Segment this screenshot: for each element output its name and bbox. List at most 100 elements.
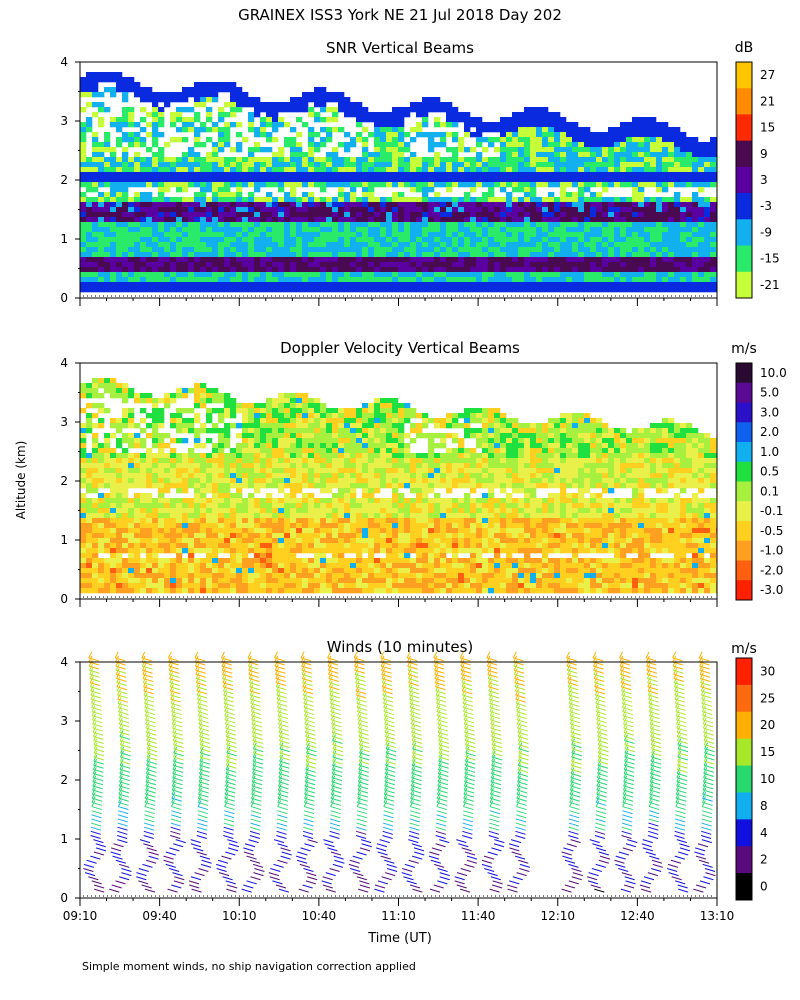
snr-cell [548,242,555,248]
snr-cell [248,117,255,123]
doppler-cell [254,418,261,424]
snr-cell [368,152,375,158]
snr-cell [134,277,141,283]
snr-cell [170,137,177,143]
doppler-cell [176,568,183,574]
doppler-cell [98,378,105,384]
snr-cell [620,147,627,153]
snr-cell [386,177,393,183]
snr-cell [200,177,207,183]
doppler-cell [278,553,285,559]
snr-cell [146,207,153,213]
snr-cell [680,237,687,243]
snr-cell [710,252,717,258]
snr-cell [188,282,195,288]
snr-cell [530,147,537,153]
doppler-cell [194,538,201,544]
doppler-cell [116,548,123,554]
snr-cell [596,182,603,188]
snr-cell [470,187,477,193]
snr-cell [644,157,651,163]
snr-cell [692,137,699,143]
doppler-cell [302,398,309,404]
snr-cell [512,117,519,123]
snr-cell [494,127,501,133]
snr-cell [536,172,543,178]
snr-cell [476,127,483,133]
doppler-cell [248,493,255,499]
snr-cell [170,202,177,208]
snr-cell [398,222,405,228]
doppler-cell [308,418,315,424]
snr-cell [290,212,297,218]
snr-cell [704,182,711,188]
doppler-cell [278,503,285,509]
snr-cell [518,152,525,158]
snr-cell [626,207,633,213]
snr-cell [518,237,525,243]
snr-cell [230,172,237,178]
doppler-cell [188,533,195,539]
snr-cell [584,177,591,183]
snr-cell [290,167,297,173]
snr-cell [476,257,483,263]
snr-cell [164,197,171,203]
doppler-cell [224,533,231,539]
snr-cell [98,287,105,293]
snr-cell [620,177,627,183]
snr-cell [344,287,351,293]
snr-cell [422,257,429,263]
snr-cell [194,92,201,98]
doppler-cell [260,508,267,514]
doppler-cell [272,418,279,424]
snr-cell [146,222,153,228]
doppler-cell [158,548,165,554]
snr-cell [362,242,369,248]
doppler-cell [266,413,273,419]
snr-cell [338,92,345,98]
snr-cell [698,212,705,218]
snr-cell [590,277,597,283]
snr-cell [614,272,621,278]
snr-cell [242,257,249,263]
snr-cell [338,97,345,103]
snr-cell [644,172,651,178]
snr-cell [86,217,93,223]
doppler-cell [164,533,171,539]
snr-cell [260,247,267,253]
doppler-cell [236,458,243,464]
snr-cell [512,162,519,168]
doppler-cell [110,493,117,499]
doppler-cell [128,468,135,474]
snr-cell [380,247,387,253]
snr-cell [494,207,501,213]
doppler-cell [164,433,171,439]
snr-cell [710,232,717,238]
doppler-cell [260,428,267,434]
doppler-cell [164,523,171,529]
snr-cell [596,242,603,248]
doppler-cell [200,568,207,574]
snr-cell [314,267,321,273]
snr-cell [494,122,501,128]
snr-cell [608,217,615,223]
doppler-cell [242,483,249,489]
snr-cell [236,107,243,113]
y-tick-label: 1 [60,232,68,246]
snr-cell [572,167,579,173]
snr-cell [152,117,159,123]
snr-cell [374,147,381,153]
snr-cell [566,197,573,203]
doppler-cell [176,588,183,594]
snr-cell [158,177,165,183]
snr-cell [638,217,645,223]
snr-cell [482,277,489,283]
snr-cell [158,152,165,158]
doppler-cell [110,558,117,564]
snr-cell [566,207,573,213]
doppler-cell [194,583,201,589]
doppler-cell [164,578,171,584]
snr-cell [230,177,237,183]
doppler-cell [254,413,261,419]
snr-cell [266,197,273,203]
